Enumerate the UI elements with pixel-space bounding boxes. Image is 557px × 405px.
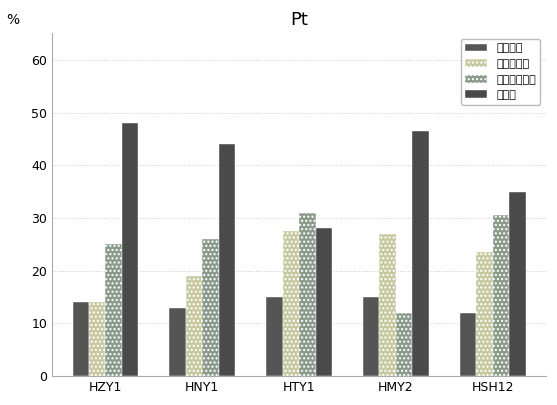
- Title: Pt: Pt: [290, 11, 308, 29]
- Y-axis label: %: %: [6, 13, 19, 27]
- Bar: [509, 192, 526, 376]
- Bar: [379, 234, 396, 376]
- Legend: 可交换相, 有机结合相, 硫化物结合相, 残渣相: 可交换相, 有机结合相, 硫化物结合相, 残渣相: [461, 39, 540, 104]
- Bar: [105, 244, 122, 376]
- Bar: [219, 144, 235, 376]
- Bar: [315, 228, 332, 376]
- Bar: [202, 239, 219, 376]
- Bar: [299, 213, 315, 376]
- Bar: [363, 297, 379, 376]
- Bar: [282, 231, 299, 376]
- Bar: [122, 123, 138, 376]
- Bar: [169, 307, 186, 376]
- Bar: [492, 215, 509, 376]
- Bar: [460, 313, 476, 376]
- Bar: [476, 252, 492, 376]
- Bar: [266, 297, 282, 376]
- Bar: [186, 276, 202, 376]
- Bar: [72, 302, 89, 376]
- Bar: [89, 302, 105, 376]
- Bar: [396, 313, 412, 376]
- Bar: [412, 131, 429, 376]
